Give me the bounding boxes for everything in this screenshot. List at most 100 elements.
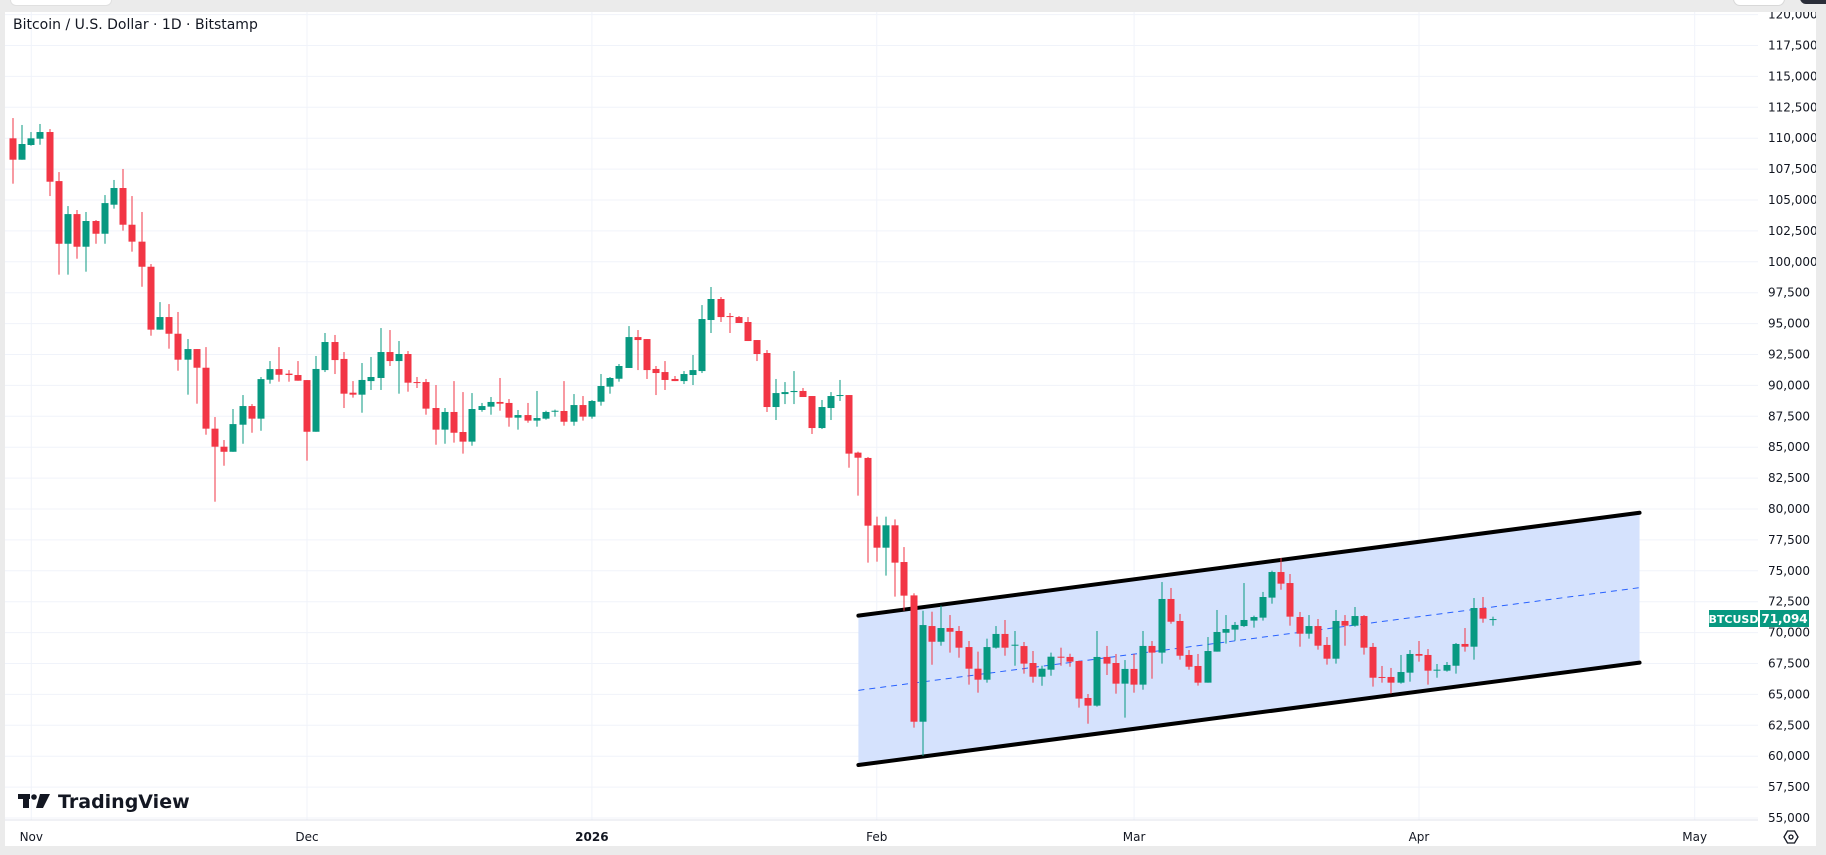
candle	[974, 651, 982, 693]
candle	[1296, 611, 1304, 647]
candle	[597, 374, 605, 406]
candle-wick	[278, 347, 280, 382]
candle-body	[579, 405, 587, 417]
candle	[579, 396, 587, 421]
candle-body	[331, 342, 339, 361]
candle	[1305, 615, 1313, 639]
candle-body	[1231, 624, 1239, 630]
last-price-label: BTCUSD 71,094	[1709, 610, 1809, 627]
candle-wick	[1243, 583, 1245, 628]
price-tick-label: 55,000	[1768, 811, 1810, 825]
candle	[946, 615, 954, 653]
candle	[919, 610, 927, 756]
candle	[1066, 653, 1074, 667]
candle	[1103, 645, 1111, 675]
candle	[1204, 637, 1212, 683]
candle	[1121, 660, 1129, 718]
price-tick-label: 97,500	[1768, 286, 1810, 300]
price-tick-label: 92,500	[1768, 348, 1810, 362]
price-tick-label: 105,000	[1768, 193, 1816, 207]
top-toolbar-dark-button[interactable]	[1800, 0, 1826, 4]
candle-body	[570, 405, 578, 422]
price-tick-label: 110,000	[1768, 131, 1816, 145]
candlestick-chart[interactable]: 55,000 57,500 60,000 62,500 65,000 67,500 70,0…	[5, 8, 1818, 846]
time-axis[interactable]: Nov Dec 2026 Feb Mar Apr May	[20, 830, 1708, 844]
channel-upper-line	[856, 510, 1642, 618]
time-tick-label: Mar	[1123, 830, 1146, 844]
candle-body	[1167, 598, 1175, 622]
candle-body	[928, 626, 936, 642]
candle	[441, 408, 449, 444]
candle-body	[395, 354, 403, 362]
candle	[1489, 616, 1497, 626]
candle-wick	[1436, 663, 1438, 678]
tradingview-logo[interactable]: TradingView	[18, 791, 190, 813]
candle	[1323, 637, 1331, 665]
candle-body	[321, 342, 329, 371]
chart-title: Bitcoin / U.S. Dollar · 1D · Bitstamp	[13, 17, 258, 33]
candle-body	[1057, 656, 1065, 658]
candle	[606, 376, 614, 394]
price-axis[interactable]: 55,000 57,500 60,000 62,500 65,000 67,500 70,0…	[1768, 8, 1818, 825]
candle	[910, 593, 918, 728]
candle	[119, 168, 127, 231]
parallel-channel-drawing[interactable]	[856, 510, 1642, 767]
candle	[1397, 654, 1405, 684]
candle-body	[377, 352, 385, 378]
price-tick-label: 65,000	[1768, 687, 1810, 701]
candle-body	[992, 633, 1000, 648]
candle-wick	[655, 365, 657, 396]
candle	[92, 220, 100, 244]
candle-body	[1341, 620, 1349, 626]
candle-body	[1213, 631, 1221, 652]
candle-wick	[352, 381, 354, 398]
candle-body	[625, 337, 633, 368]
candle-body	[1277, 572, 1285, 584]
candle-body	[1093, 656, 1101, 706]
candle	[73, 210, 81, 259]
candle	[1231, 621, 1239, 641]
candle-wick	[214, 417, 216, 502]
candle	[1360, 615, 1368, 655]
candle-body	[248, 406, 256, 419]
candle-body	[1240, 619, 1248, 627]
candle-wick	[857, 451, 859, 496]
candle-body	[1139, 645, 1147, 685]
candle-body	[634, 337, 642, 341]
candle-body	[55, 181, 63, 244]
candle-body	[358, 379, 366, 395]
candle	[321, 332, 329, 373]
candle	[542, 410, 550, 420]
candle-body	[413, 382, 421, 384]
candle	[1470, 597, 1478, 660]
top-toolbar-button[interactable]	[1733, 0, 1785, 6]
last-price-badge	[1760, 610, 1809, 627]
candle-body	[459, 431, 467, 442]
candle	[1351, 607, 1359, 627]
candle-body	[882, 525, 890, 548]
price-tick-label: 87,500	[1768, 409, 1810, 423]
candle	[36, 123, 44, 145]
candle	[873, 516, 881, 562]
price-tick-label: 67,500	[1768, 657, 1810, 671]
candle-body	[717, 299, 725, 318]
candle	[1084, 694, 1092, 724]
candle-body	[1250, 617, 1258, 621]
price-tick-label: 107,500	[1768, 162, 1816, 176]
chart-panel[interactable]: 55,000 57,500 60,000 62,500 65,000 67,500 70,0…	[5, 8, 1818, 846]
candle	[707, 287, 715, 333]
candle-body	[1470, 608, 1478, 647]
candle-body	[505, 402, 513, 418]
settings-hexagon-icon[interactable]	[1783, 830, 1799, 844]
candle-body	[1075, 661, 1083, 699]
candle-wick	[674, 376, 676, 382]
candle	[450, 381, 458, 443]
top-toolbar-pill[interactable]	[10, 0, 112, 6]
candle	[625, 326, 633, 368]
candle	[1139, 630, 1147, 690]
candle	[1314, 619, 1322, 650]
candle	[1378, 665, 1386, 683]
candle	[735, 316, 743, 323]
candle-wick	[1400, 654, 1402, 684]
candle-body	[285, 373, 293, 376]
